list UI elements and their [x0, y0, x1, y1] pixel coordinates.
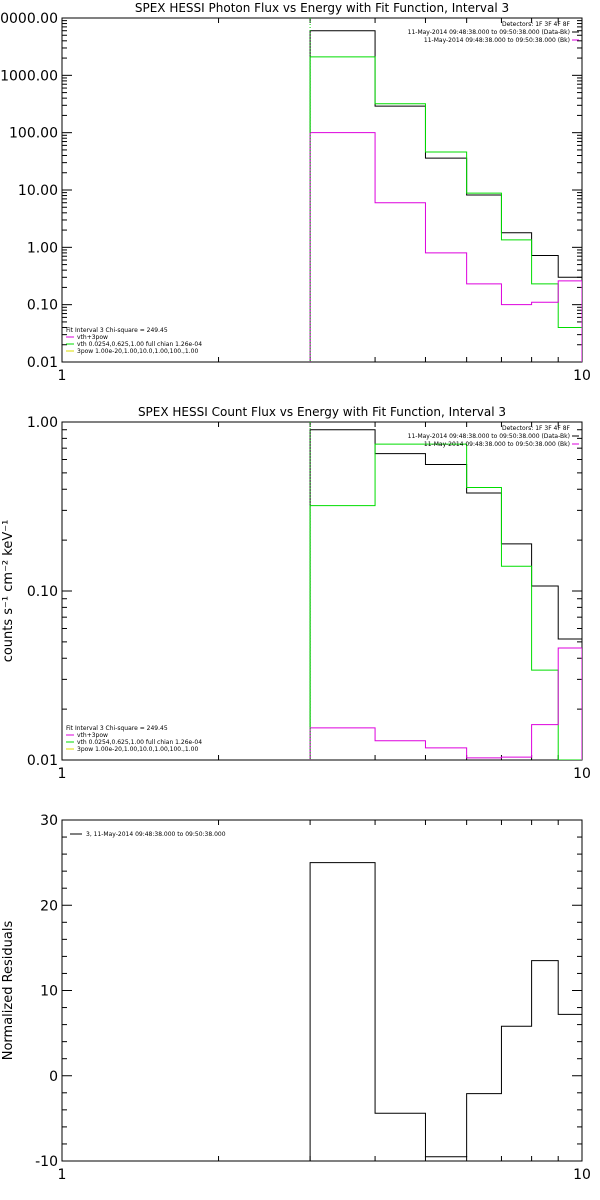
count-flux-axes-frame — [61, 421, 583, 761]
count-flux-panel: SPEX HESSI Count Flux vs Energy with Fit… — [1, 405, 591, 782]
residuals-ytick-label: 30 — [40, 813, 58, 829]
photon-flux-legend-entry: vth 0.0254,0.625,1.00 full chian 1.26e-0… — [77, 341, 202, 348]
count-flux-xtick-label: 10 — [573, 766, 591, 782]
photon-flux-fit-info: Fit Interval 3 Chi-square = 249.45 — [66, 327, 168, 334]
photon-flux-ytick-label: 0.01 — [27, 355, 58, 371]
series-vth-3pow-line — [309, 443, 582, 760]
count-flux-series-group — [309, 429, 582, 760]
residuals-legend-entry: 3, 11-May-2014 09:48:38.000 to 09:50:38.… — [86, 831, 226, 838]
photon-flux-series-group — [309, 30, 582, 362]
residuals-ytick-label: -10 — [35, 1154, 58, 1170]
series-data-bk-line — [309, 429, 582, 760]
count-flux-legend-top-entry: 11-May-2014 09:48:38.000 to 09:50:38.000… — [424, 441, 570, 448]
count-flux-legend-entry: 3pow 1.00e-20,1.00,10.0,1.00,100.,1.00 — [77, 746, 198, 753]
residuals-axes-frame — [61, 819, 583, 1162]
series-3-11-may-2014-09-48-38-000-to-09-50-38-000-line — [309, 862, 582, 1161]
photon-flux-title: SPEX HESSI Photon Flux vs Energy with Fi… — [135, 1, 509, 15]
count-flux-ytick-label: 0.01 — [27, 753, 58, 769]
residuals-ytick-label: 0 — [49, 1069, 58, 1085]
count-flux-ytick-label: 0.10 — [27, 584, 58, 600]
photon-flux-ytick-label: 10000.00 — [0, 11, 58, 27]
photon-flux-legend-entry: 3pow 1.00e-20,1.00,10.0,1.00,100.,1.00 — [77, 348, 198, 355]
photon-flux-xtick-label: 10 — [573, 368, 591, 384]
series-bk-line — [309, 132, 582, 362]
residuals-xtick-label: 1 — [58, 1167, 67, 1183]
count-flux-legend-entry: vth+3pow — [77, 732, 108, 739]
photon-flux-ytick-label: 10.00 — [18, 183, 58, 199]
residuals-xtick-label: 10 — [573, 1167, 591, 1183]
residuals-panel: 1 10 -10 0 10 20 30 Normalized Residuals 3, 11-M… — [1, 813, 591, 1183]
photon-flux-legend-entry: vth+3pow — [77, 334, 108, 341]
count-flux-fit-info: Fit Interval 3 Chi-square = 249.45 — [66, 725, 168, 732]
residuals-series-group — [309, 862, 582, 1161]
series-data-bk-line — [309, 30, 582, 362]
count-flux-ytick-label: 1.00 — [27, 415, 58, 431]
photon-flux-xtick-label: 1 — [58, 368, 67, 384]
residuals-ytick-label: 10 — [40, 984, 58, 1000]
residuals-ylabel: Normalized Residuals — [1, 921, 16, 1061]
photon-flux-ytick-label: 1.00 — [27, 240, 58, 256]
series-vth-3pow-line — [309, 56, 582, 362]
photon-flux-legend-top-entry: 11-May-2014 09:48:38.000 to 09:50:38.000… — [424, 37, 570, 44]
count-flux-ylabel: counts s⁻¹ cm⁻² keV⁻¹ — [1, 520, 16, 663]
series-bk-line — [309, 647, 582, 760]
photon-flux-panel: SPEX HESSI Photon Flux vs Energy with Fi… — [0, 1, 591, 384]
count-flux-legend-entry: vth 0.0254,0.625,1.00 full chian 1.26e-0… — [77, 739, 202, 746]
photon-flux-legend-top-entry: Detectors: 1F 3F 4F 8F — [502, 21, 571, 28]
count-flux-legend-top-entry: 11-May-2014 09:48:38.000 to 09:50:38.000… — [408, 433, 570, 440]
photon-flux-legend-top-entry: 11-May-2014 09:48:38.000 to 09:50:38.000… — [408, 29, 570, 36]
photon-flux-ytick-label: 100.00 — [9, 126, 58, 142]
count-flux-xtick-label: 1 — [58, 766, 67, 782]
residuals-ytick-label: 20 — [40, 898, 58, 914]
photon-flux-ytick-label: 1000.00 — [0, 68, 58, 84]
photon-flux-ytick-label: 0.10 — [27, 298, 58, 314]
count-flux-legend-top-entry: Detectors: 1F 3F 4F 8F — [502, 425, 571, 432]
count-flux-title: SPEX HESSI Count Flux vs Energy with Fit… — [138, 405, 506, 419]
photon-flux-axes-frame — [61, 17, 583, 363]
